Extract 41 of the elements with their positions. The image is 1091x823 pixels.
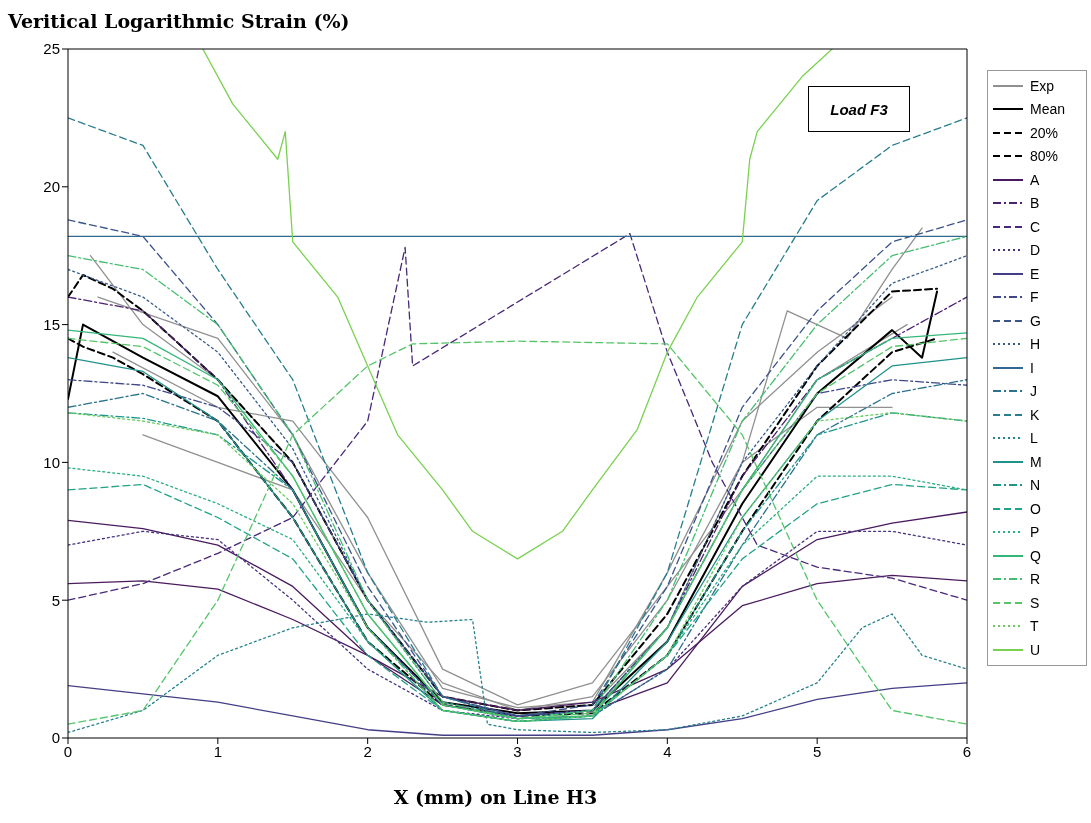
x-tick-label: 2 <box>363 742 372 760</box>
y-tick-label: 10 <box>43 453 60 471</box>
legend-label: Q <box>1030 547 1041 564</box>
legend-label: E <box>1030 265 1040 282</box>
y-axis-title: Veritical Logarithmic Strain (%) <box>8 10 350 32</box>
legend-label: I <box>1030 359 1034 376</box>
x-tick-label: 4 <box>663 742 672 760</box>
legend-label: Exp <box>1030 77 1055 94</box>
legend-label: T <box>1030 618 1039 635</box>
legend-label: Mean <box>1030 101 1066 118</box>
legend-label: M <box>1030 453 1042 470</box>
legend-label: B <box>1030 195 1040 212</box>
legend-label: G <box>1030 312 1041 329</box>
legend-label: H <box>1030 336 1041 353</box>
legend-label: L <box>1030 430 1038 447</box>
legend-label: D <box>1030 242 1041 259</box>
legend-label: U <box>1030 641 1041 658</box>
y-tick-label: 5 <box>51 591 60 609</box>
legend-label: A <box>1030 171 1040 188</box>
x-tick-label: 5 <box>812 742 822 760</box>
legend-label: 20% <box>1030 124 1059 141</box>
x-axis-title: X (mm) on Line H3 <box>392 786 599 808</box>
annotation: Load F3 <box>808 86 910 132</box>
x-tick-label: 6 <box>962 742 972 760</box>
legend-label: R <box>1030 571 1041 588</box>
x-tick-label: 0 <box>63 742 73 760</box>
legend-label: 80% <box>1030 148 1059 165</box>
y-tick-label: 0 <box>51 729 60 747</box>
legend-label: F <box>1030 289 1039 306</box>
legend-label: C <box>1030 218 1041 235</box>
x-tick-label: 1 <box>213 742 223 760</box>
legend-label: K <box>1030 406 1040 423</box>
y-tick-label: 15 <box>43 315 60 333</box>
legend-label: J <box>1030 383 1037 400</box>
y-tick-label: 25 <box>43 40 60 58</box>
legend-label: O <box>1030 500 1041 517</box>
legend-label: S <box>1030 594 1040 611</box>
y-tick-label: 20 <box>43 178 60 196</box>
legend-label: N <box>1030 477 1041 494</box>
x-tick-label: 3 <box>513 742 522 760</box>
legend-label: P <box>1030 524 1040 541</box>
